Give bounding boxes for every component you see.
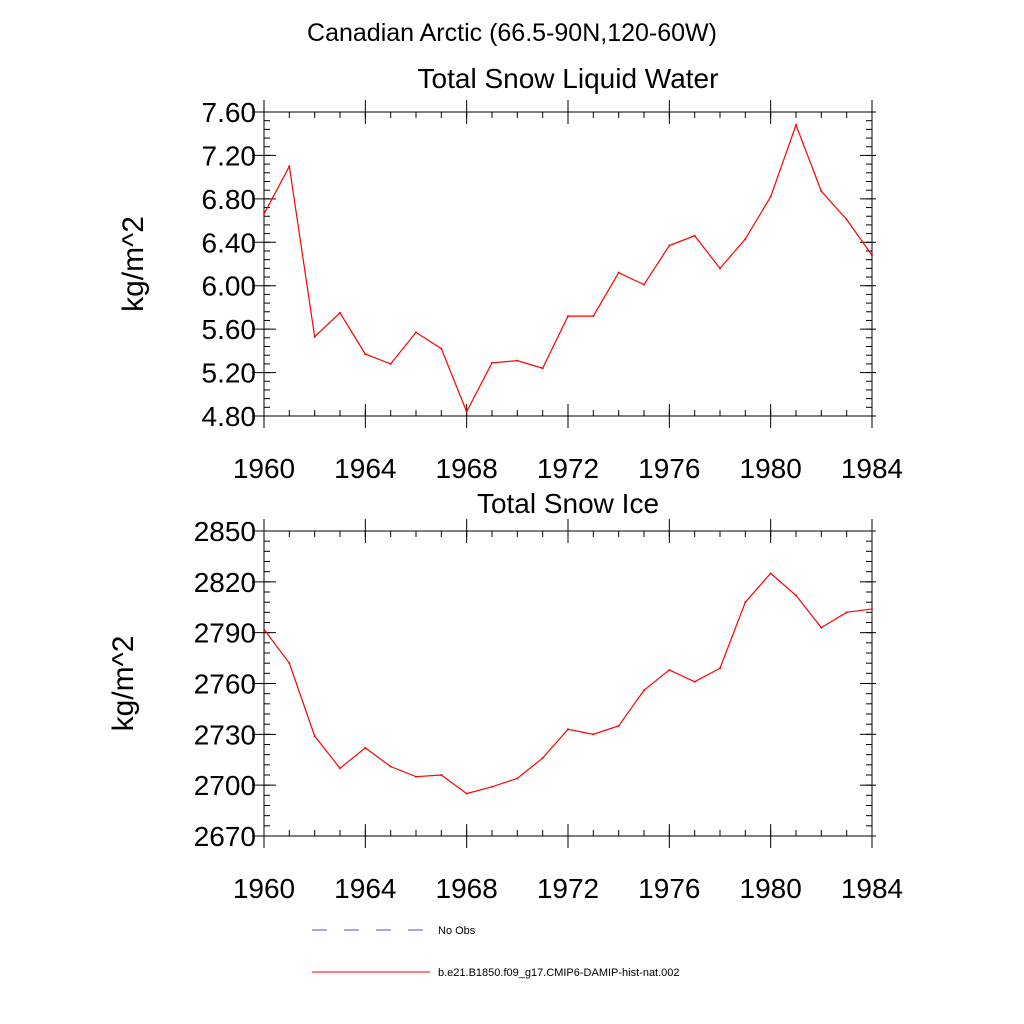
data-point bbox=[567, 315, 569, 318]
data-point bbox=[592, 733, 595, 736]
data-point bbox=[795, 594, 797, 597]
data-point bbox=[491, 785, 493, 788]
data-point bbox=[313, 735, 316, 738]
data-point bbox=[795, 124, 797, 127]
data-point bbox=[415, 775, 417, 778]
data-point bbox=[820, 190, 823, 193]
legend-label: No Obs bbox=[438, 925, 476, 937]
y-tick-label: 6.00 bbox=[202, 271, 257, 302]
tick-marks bbox=[252, 100, 876, 428]
y-tick-label: 2760 bbox=[194, 669, 256, 700]
y-axis-label: kg/m^2 bbox=[107, 636, 140, 732]
y-tick-label: 7.60 bbox=[202, 97, 257, 128]
x-tick-label: 1984 bbox=[841, 453, 903, 484]
data-point bbox=[364, 353, 367, 356]
data-point bbox=[465, 792, 468, 795]
data-point bbox=[769, 572, 772, 575]
data-point bbox=[668, 668, 671, 671]
x-tick-label: 1964 bbox=[334, 453, 396, 484]
data-point bbox=[541, 757, 544, 760]
data-point bbox=[516, 359, 519, 362]
data-point bbox=[871, 607, 873, 610]
data-point bbox=[491, 361, 493, 364]
data-point bbox=[339, 767, 341, 770]
panel-title: Total Snow Liquid Water bbox=[418, 63, 719, 94]
x-tick-label: 1972 bbox=[537, 453, 599, 484]
y-tick-label: 2850 bbox=[194, 516, 256, 547]
data-point bbox=[744, 601, 747, 604]
data-point bbox=[415, 331, 417, 334]
panel-title: Total Snow Ice bbox=[477, 488, 659, 519]
data-point bbox=[516, 777, 519, 780]
data-point bbox=[845, 611, 848, 614]
data-point bbox=[643, 283, 645, 286]
data-point bbox=[592, 315, 595, 318]
data-point bbox=[440, 347, 443, 350]
data-point bbox=[389, 362, 392, 365]
series-line bbox=[263, 123, 873, 414]
x-tick-label: 1976 bbox=[638, 873, 700, 904]
data-points bbox=[263, 572, 873, 795]
data-point bbox=[263, 213, 265, 216]
data-point bbox=[871, 254, 873, 257]
data-point bbox=[465, 410, 468, 413]
plot-frame bbox=[263, 111, 873, 417]
panel-snow-ice: Total Snow Ice kg/m^2 2670 2700 2730 2760 2790… bbox=[107, 488, 903, 904]
legend: No Obs b.e21.B1850.f09_g17.CMIP6-DAMIP-hi… bbox=[312, 925, 680, 979]
series-line bbox=[263, 572, 873, 795]
figure-title: Canadian Arctic (66.5-90N,120-60W) bbox=[307, 19, 717, 47]
data-point bbox=[719, 267, 721, 270]
tick-marks bbox=[252, 519, 876, 848]
x-tick-label: 1980 bbox=[740, 873, 802, 904]
data-point bbox=[845, 218, 848, 221]
y-tick-label: 4.80 bbox=[202, 401, 257, 432]
data-point bbox=[617, 724, 620, 727]
y-tick-label: 2820 bbox=[194, 567, 256, 598]
data-point bbox=[668, 244, 671, 247]
data-point bbox=[440, 774, 443, 776]
y-tick-label: 6.80 bbox=[202, 184, 257, 215]
x-tick-label: 1964 bbox=[334, 873, 396, 904]
data-point bbox=[339, 311, 341, 314]
x-tick-label: 1960 bbox=[233, 453, 295, 484]
data-point bbox=[693, 680, 696, 683]
plot-frame bbox=[263, 530, 873, 837]
data-points bbox=[263, 124, 873, 413]
x-tick-label: 1968 bbox=[436, 453, 498, 484]
data-point bbox=[643, 689, 645, 692]
y-tick-label: 2700 bbox=[194, 770, 256, 801]
y-tick-label: 7.20 bbox=[202, 140, 257, 171]
y-tick-label: 5.20 bbox=[202, 358, 257, 389]
data-point bbox=[617, 271, 620, 274]
data-point bbox=[364, 746, 367, 749]
x-tick-label: 1980 bbox=[740, 453, 802, 484]
data-point bbox=[719, 667, 721, 670]
data-point bbox=[744, 238, 747, 241]
y-tick-label: 2670 bbox=[194, 821, 256, 852]
x-tick-label: 1960 bbox=[233, 873, 295, 904]
y-tick-label: 2790 bbox=[194, 618, 256, 649]
x-tick-label: 1976 bbox=[638, 453, 700, 484]
y-tick-label: 2730 bbox=[194, 719, 256, 750]
x-tick-label: 1972 bbox=[537, 873, 599, 904]
x-tick-label: 1984 bbox=[841, 873, 903, 904]
panel-snow-liquid-water: Total Snow Liquid Water kg/m^2 4.80 5.20 5.6… bbox=[117, 63, 903, 484]
data-point bbox=[820, 626, 823, 629]
data-point bbox=[693, 234, 696, 237]
y-axis-label: kg/m^2 bbox=[117, 216, 150, 312]
data-point bbox=[263, 628, 265, 631]
data-point bbox=[541, 367, 544, 370]
data-point bbox=[567, 728, 569, 731]
y-tick-label: 6.40 bbox=[202, 227, 257, 258]
y-tick-label: 5.60 bbox=[202, 314, 257, 345]
x-tick-label: 1968 bbox=[436, 873, 498, 904]
data-point bbox=[313, 335, 316, 338]
legend-label: b.e21.B1850.f09_g17.CMIP6-DAMIP-hist-nat… bbox=[438, 967, 680, 979]
data-point bbox=[288, 165, 291, 168]
data-point bbox=[769, 195, 772, 198]
data-point bbox=[288, 662, 291, 665]
data-point bbox=[389, 765, 392, 768]
